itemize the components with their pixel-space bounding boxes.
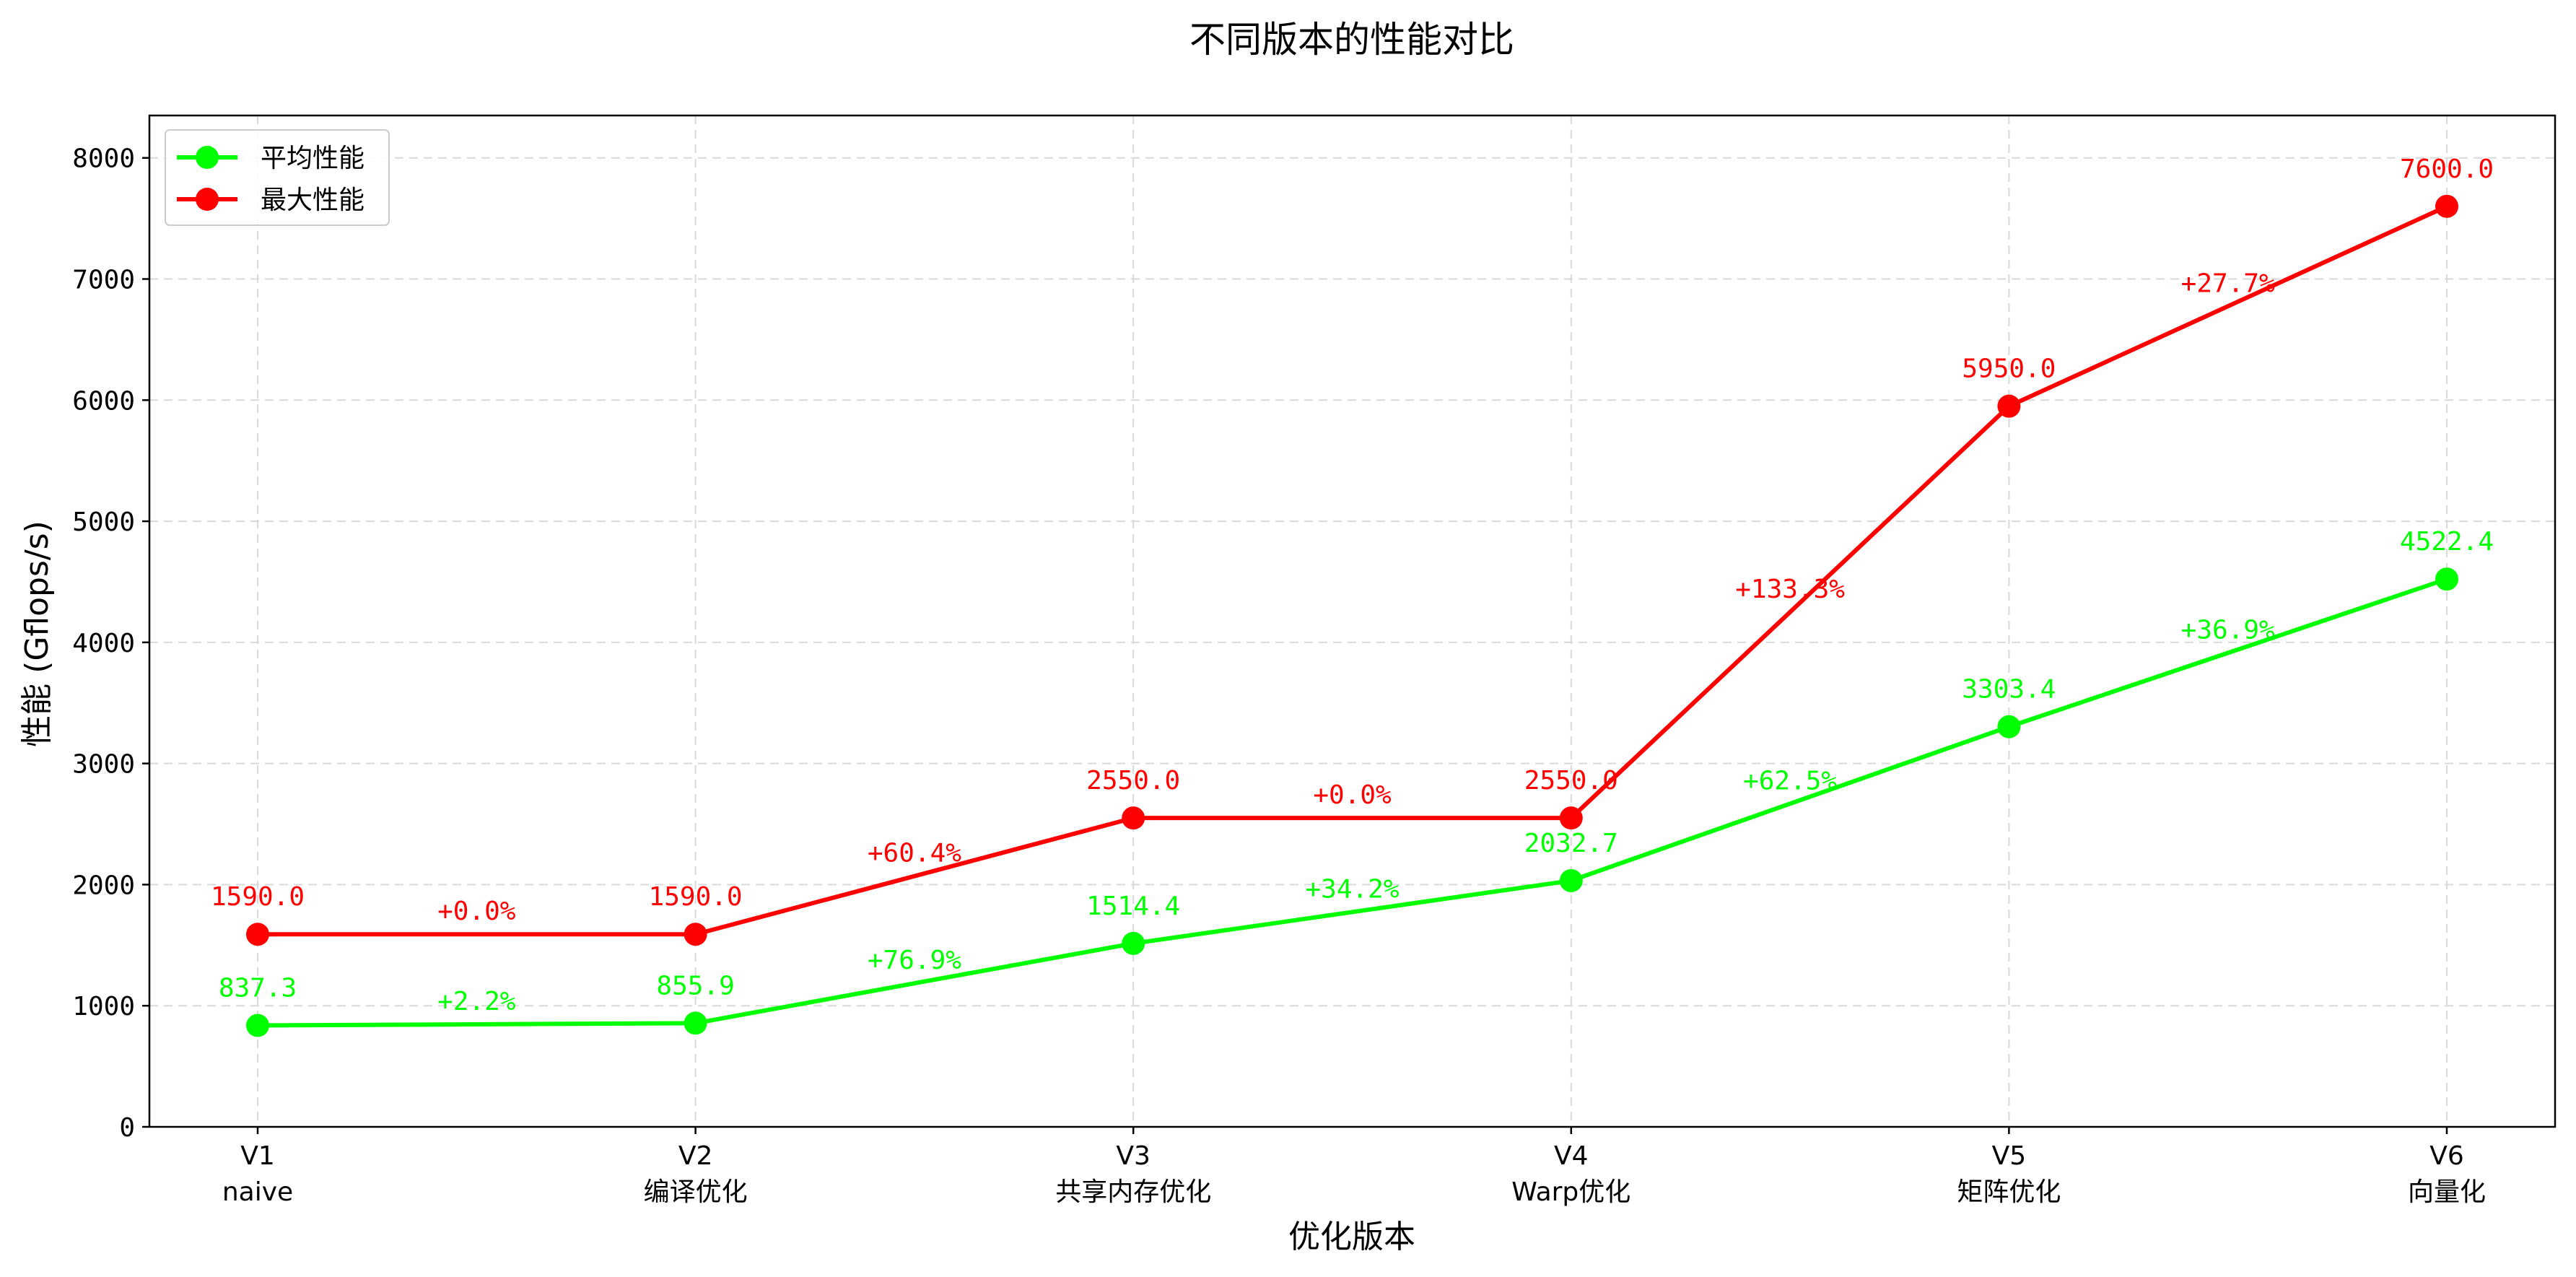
value-label-0: 4522.4 [2400,527,2494,557]
growth-label-1: +0.0% [437,897,516,926]
series-point-1 [1997,394,2021,418]
y-tick-label: 8000 [72,144,135,174]
series-point-0 [246,1014,269,1037]
growth-label-1: +60.4% [868,839,961,868]
y-tick-label: 5000 [72,507,135,537]
legend-marker-0 [196,146,219,169]
growth-label-0: +62.5% [1743,766,1837,796]
growth-label-1: +133.3% [1735,575,1845,604]
x-tick-label-version: V1 [240,1141,275,1171]
value-label-1: 5950.0 [1962,354,2056,384]
value-label-0: 1514.4 [1086,892,1180,921]
growth-label-1: +0.0% [1313,780,1392,810]
series-line-1 [258,204,2448,937]
series-point-1 [246,923,269,946]
value-label-1: 2550.0 [1086,766,1180,796]
x-tick-label-name: 编译优化 [644,1177,748,1207]
y-tick-label: 3000 [72,750,135,780]
x-tick-label-version: V3 [1116,1141,1151,1171]
series-point-1 [2435,194,2458,218]
y-tick-label: 7000 [72,266,135,295]
value-label-1: 1590.0 [649,882,743,912]
y-axis-label: 性能 (Gflops/s) [19,520,56,747]
value-label-1: 1590.0 [211,882,305,912]
series-point-1 [684,923,707,946]
legend-marker-1 [196,188,219,211]
series-point-0 [1559,868,1583,892]
y-tick-label: 4000 [72,629,135,658]
x-axis-label: 优化版本 [1288,1219,1415,1255]
grid-layer [149,116,2555,1128]
series-point-1 [1559,806,1583,830]
value-label-1: 2550.0 [1524,766,1618,796]
legend-label-0: 平均性能 [261,144,364,173]
labels-layer: 837.3 855.9 1514.4 2032.7 3303.4 4522.4 +2.2% +… [211,154,2494,1016]
series-layer [246,194,2458,1037]
x-tick-label-name: 矩阵优化 [1957,1177,2061,1207]
legend-label-1: 最大性能 [261,186,364,215]
y-tick-label: 0 [119,1113,135,1143]
x-tick-label-name: naive [222,1177,293,1207]
x-tick-label-version: V2 [678,1141,713,1171]
value-label-0: 2032.7 [1524,829,1618,858]
x-tick-label-name: 向量化 [2408,1177,2486,1207]
value-label-0: 3303.4 [1962,675,2056,705]
value-label-1: 7600.0 [2400,154,2494,184]
value-label-0: 855.9 [656,971,734,1001]
x-tick-label-name: 共享内存优化 [1055,1177,1211,1207]
series-point-0 [1997,715,2021,738]
series-point-0 [2435,567,2458,591]
growth-label-1: +27.7% [2181,269,2275,298]
x-tick-label-name: Warp优化 [1511,1177,1630,1207]
series-point-1 [1122,806,1145,830]
growth-label-0: +76.9% [868,946,961,975]
y-tick-label: 1000 [72,992,135,1021]
series-point-0 [684,1011,707,1035]
x-tick-label-version: V5 [1992,1141,2027,1171]
series-point-0 [1122,931,1145,955]
x-tick-label-version: V6 [2429,1141,2464,1171]
y-tick-label: 6000 [72,386,135,416]
value-label-0: 837.3 [219,974,297,1003]
series-line-0 [257,577,2448,1028]
growth-label-0: +36.9% [2181,615,2275,645]
y-tick-label: 2000 [72,871,135,900]
growth-label-0: +2.2% [437,987,516,1016]
growth-label-0: +34.2% [1305,874,1399,904]
chart-title: 不同版本的性能对比 [1189,19,1514,61]
x-tick-label-version: V4 [1554,1141,1589,1171]
axes-layer: 0 1000 2000 3000 4000 5000 6000 7000 8000 V1 naive… [72,114,2557,1207]
plot-frame [148,114,2557,1128]
